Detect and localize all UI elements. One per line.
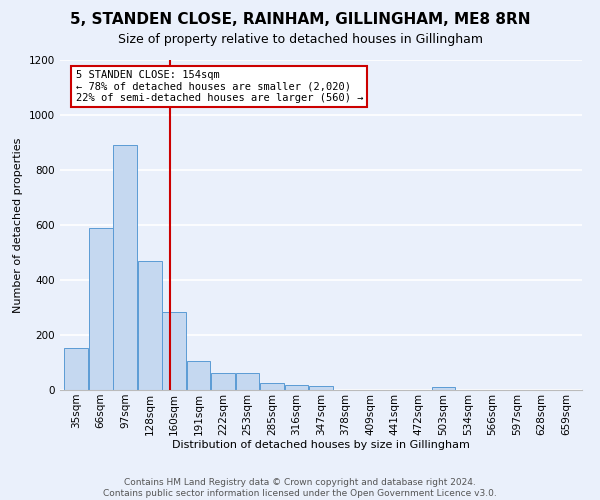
Bar (64, 348, 88, 390)
Bar (138, 261, 161, 390)
Bar (113, 145, 137, 390)
Bar (89, 228, 113, 390)
Bar (187, 361, 211, 390)
X-axis label: Distribution of detached houses by size in Gillingham: Distribution of detached houses by size … (172, 440, 470, 450)
Bar (162, 312, 186, 390)
Bar (236, 372, 259, 390)
Bar (211, 372, 235, 390)
Text: 5, STANDEN CLOSE, RAINHAM, GILLINGHAM, ME8 8RN: 5, STANDEN CLOSE, RAINHAM, GILLINGHAM, M… (70, 12, 530, 28)
Text: 5 STANDEN CLOSE: 154sqm
← 78% of detached houses are smaller (2,020)
22% of semi: 5 STANDEN CLOSE: 154sqm ← 78% of detache… (76, 70, 363, 103)
Bar (260, 383, 284, 390)
Text: Size of property relative to detached houses in Gillingham: Size of property relative to detached ho… (118, 32, 482, 46)
Bar (309, 386, 333, 390)
Y-axis label: Number of detached properties: Number of detached properties (13, 138, 23, 312)
Text: Contains HM Land Registry data © Crown copyright and database right 2024.
Contai: Contains HM Land Registry data © Crown c… (103, 478, 497, 498)
Bar (431, 387, 455, 390)
Bar (284, 385, 308, 390)
